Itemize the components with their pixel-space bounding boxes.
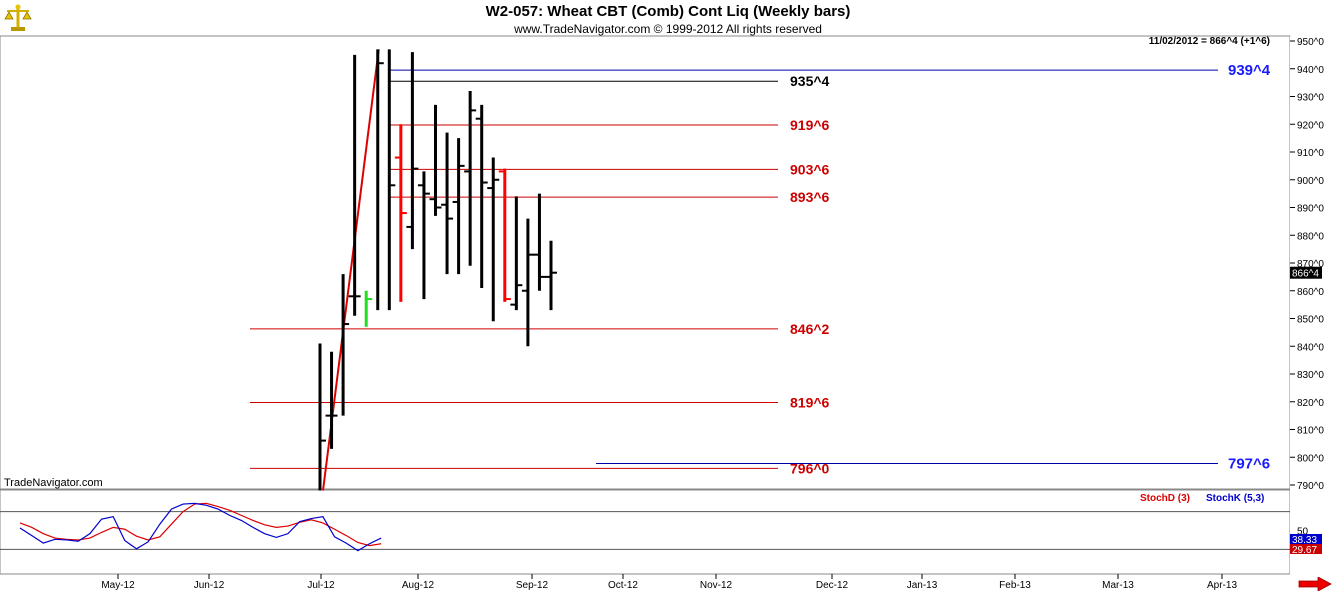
price-axis: 790^0 800^0 810^0 820^0 830^0 840^0 850^0 860^0… <box>1290 37 1324 492</box>
scale-trophy-icon <box>4 4 32 31</box>
ohlc-bar <box>318 343 326 491</box>
level-label: 819^6 <box>790 394 830 410</box>
ohlc-bar <box>406 52 419 250</box>
price-tick-label: 900^0 <box>1297 176 1324 187</box>
stochk-line <box>19 502 382 552</box>
price-tick-label: 840^0 <box>1297 342 1324 353</box>
stochk-value-label: 38.33 <box>1292 535 1317 546</box>
brand-label: TradeNavigator.com <box>4 477 103 489</box>
price-tick-label: 820^0 <box>1297 398 1324 409</box>
level-label: 846^2 <box>790 321 830 337</box>
stochk-legend: StochK (5,3) <box>1206 493 1264 504</box>
price-tick-label: 790^0 <box>1297 481 1324 492</box>
level-label: 939^4 <box>1228 62 1271 79</box>
price-tick-label: 910^0 <box>1297 148 1324 159</box>
price-tick-label: 950^0 <box>1297 37 1324 48</box>
price-tick-label: 860^0 <box>1297 287 1324 298</box>
ohlc-bar <box>341 274 350 416</box>
stochd-legend: StochD (3) <box>1140 493 1190 504</box>
level-label: 919^6 <box>790 117 830 133</box>
ohlc-bar <box>325 351 338 449</box>
scroll-right-icon[interactable] <box>1298 577 1332 591</box>
price-tick-label: 870^0 <box>1297 259 1324 270</box>
ohlc-bar <box>364 290 373 327</box>
price-tick-label: 880^0 <box>1297 231 1324 242</box>
date-tick-label: Jul-12 <box>307 580 335 591</box>
date-tick-label: Apr-13 <box>1207 580 1237 591</box>
date-tick-label: Aug-12 <box>402 580 435 591</box>
date-tick-label: Jan-13 <box>907 580 938 591</box>
ohlc-bar <box>348 54 361 316</box>
chart-title: W2-057: Wheat CBT (Comb) Cont Liq (Weekl… <box>485 3 851 20</box>
ohlc-bar <box>510 196 523 311</box>
stoch-tick-label: 50 <box>1297 527 1309 538</box>
date-tick-label: Dec-12 <box>816 580 849 591</box>
price-tick-label: 810^0 <box>1297 426 1324 437</box>
stochd-value-box <box>1290 544 1322 554</box>
level-label: 796^0 <box>790 460 830 476</box>
stochd-value-label: 29.67 <box>1292 545 1317 556</box>
date-tick-label: Mar-13 <box>1102 580 1134 591</box>
price-tick-label: 920^0 <box>1297 120 1324 131</box>
ohlc-bar <box>452 138 465 275</box>
date-tick-label: Sep-12 <box>516 580 549 591</box>
price-readout: 11/02/2012 = 866^4 (+1^6) <box>1148 36 1270 47</box>
stochk-value-box <box>1290 534 1322 544</box>
ohlc-bar <box>394 124 407 302</box>
date-tick-label: May-12 <box>101 580 135 591</box>
ohlc-bar <box>475 104 488 288</box>
price-tick-label: 930^0 <box>1297 93 1324 104</box>
price-tick-label: 940^0 <box>1297 65 1324 76</box>
ohlc-bars <box>318 49 557 491</box>
ohlc-bar <box>417 171 430 300</box>
level-label: 893^6 <box>790 189 830 205</box>
ohlc-bar <box>487 157 500 322</box>
ohlc-bar <box>464 90 477 266</box>
ohlc-bar <box>533 193 546 291</box>
ohlc-bar <box>545 240 557 311</box>
ohlc-bar <box>376 49 384 311</box>
price-levels: 939^4 935^4 919^6 903^6 893^6 846^2 819^6 796^0… <box>250 62 1271 476</box>
date-tick-label: Jun-12 <box>194 580 225 591</box>
last-price-label: 866^4 <box>1292 269 1319 280</box>
ohlc-bar <box>387 49 396 311</box>
ohlc-bar <box>498 168 511 302</box>
date-tick-label: Nov-12 <box>700 580 733 591</box>
ohlc-bar <box>521 218 534 347</box>
date-tick-label: Oct-12 <box>608 580 638 591</box>
date-tick-label: Feb-13 <box>999 580 1031 591</box>
date-axis: May-12 Jun-12 Jul-12 Aug-12 Sep-12 Oct-12 Nov-… <box>101 574 1237 591</box>
price-tick-label: 890^0 <box>1297 204 1324 215</box>
level-label: 903^6 <box>790 161 830 177</box>
copyright-text: www.TradeNavigator.com © 1999-2012 All r… <box>514 22 822 36</box>
ohlc-bar <box>429 104 442 216</box>
price-tick-label: 830^0 <box>1297 370 1324 381</box>
price-tick-label: 800^0 <box>1297 453 1324 464</box>
plot-frame <box>0 35 1336 576</box>
level-label: 935^4 <box>790 73 830 89</box>
ohlc-bar <box>441 132 454 275</box>
level-label: 797^6 <box>1228 455 1270 472</box>
price-tick-label: 850^0 <box>1297 315 1324 326</box>
last-price-box <box>1290 266 1322 279</box>
